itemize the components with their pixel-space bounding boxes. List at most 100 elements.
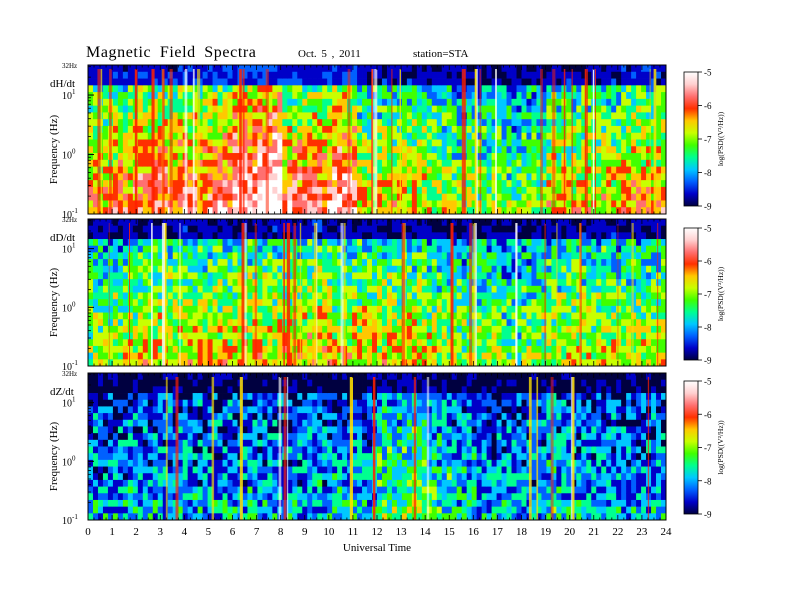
heatmap-cell bbox=[247, 125, 253, 134]
heatmap-cell bbox=[102, 193, 109, 201]
heatmap-cell bbox=[566, 139, 572, 147]
heatmap-cell bbox=[541, 305, 547, 313]
heatmap-cell bbox=[556, 146, 562, 154]
heatmap-cell bbox=[277, 193, 283, 201]
heatmap-cell bbox=[352, 119, 358, 127]
heatmap-cell bbox=[621, 200, 627, 208]
heatmap-cell bbox=[322, 98, 328, 107]
heatmap-cell bbox=[357, 232, 363, 240]
heatmap-cell bbox=[421, 173, 428, 181]
heatmap-cell bbox=[217, 105, 223, 113]
heatmap-cell bbox=[147, 359, 154, 367]
heatmap-cell bbox=[107, 305, 114, 313]
heatmap-cell bbox=[406, 139, 413, 147]
heatmap-cell bbox=[481, 265, 488, 273]
heatmap-cell bbox=[322, 132, 328, 140]
heatmap-cell bbox=[117, 65, 124, 73]
heatmap-cell bbox=[217, 279, 223, 287]
heatmap-cell bbox=[431, 166, 438, 174]
heatmap-cell bbox=[391, 279, 398, 287]
heatmap-cell bbox=[536, 98, 542, 107]
heatmap-cell bbox=[377, 180, 383, 188]
heatmap-cell bbox=[207, 119, 213, 127]
heatmap-cell bbox=[541, 71, 547, 79]
heatmap-cell bbox=[466, 166, 473, 174]
heatmap-cell bbox=[247, 119, 253, 127]
heatmap-cell bbox=[426, 153, 433, 161]
heatmap-cell bbox=[112, 146, 119, 154]
heatmap-cell bbox=[596, 186, 602, 195]
heatmap-cell bbox=[506, 173, 512, 181]
heatmap-cell bbox=[441, 139, 448, 147]
heatmap-cell bbox=[227, 153, 233, 161]
heatmap-cell bbox=[571, 200, 577, 208]
heatmap-cell bbox=[282, 312, 288, 320]
heatmap-cell bbox=[506, 166, 512, 174]
heatmap-cell bbox=[287, 132, 293, 140]
heatmap-cell bbox=[147, 166, 154, 174]
heatmap-cell bbox=[202, 132, 208, 140]
heatmap-cell bbox=[426, 65, 433, 73]
heatmap-cell bbox=[107, 225, 114, 233]
heatmap-cell bbox=[122, 279, 129, 287]
heatmap-cell bbox=[282, 207, 288, 215]
heatmap-cell bbox=[401, 132, 408, 140]
heatmap-cell bbox=[421, 105, 428, 113]
heatmap-cell bbox=[142, 252, 149, 260]
heatmap-cell bbox=[377, 312, 383, 320]
heatmap-cell bbox=[152, 153, 159, 161]
heatmap-cell bbox=[257, 285, 263, 293]
heatmap-cell bbox=[566, 319, 572, 327]
heatmap-cell bbox=[536, 299, 542, 307]
heatmap-cell bbox=[481, 359, 488, 367]
heatmap-cell bbox=[227, 325, 233, 333]
heatmap-cell bbox=[147, 319, 154, 327]
heatmap-cell bbox=[192, 285, 199, 293]
heatmap-cell bbox=[227, 132, 233, 140]
heatmap-cell bbox=[277, 159, 283, 167]
burst-stripe bbox=[97, 69, 101, 214]
heatmap-cell bbox=[491, 153, 497, 161]
heatmap-cell bbox=[92, 71, 99, 79]
heatmap-cell bbox=[272, 173, 278, 181]
heatmap-cell bbox=[596, 125, 602, 134]
heatmap-cell bbox=[307, 125, 313, 134]
heatmap-cell bbox=[566, 239, 572, 247]
heatmap-cell bbox=[147, 285, 154, 293]
heatmap-cell bbox=[381, 98, 388, 107]
heatmap-cell bbox=[302, 325, 308, 333]
heatmap-cell bbox=[396, 332, 403, 340]
heatmap-cell bbox=[227, 207, 233, 215]
heatmap-cell bbox=[362, 159, 368, 167]
heatmap-cell bbox=[272, 219, 278, 227]
heatmap-cell bbox=[197, 193, 203, 201]
heatmap-cell bbox=[122, 332, 129, 340]
heatmap-cell bbox=[377, 299, 383, 307]
heatmap-cell bbox=[287, 166, 293, 174]
heatmap-cell bbox=[237, 245, 243, 253]
heatmap-cell bbox=[631, 112, 637, 120]
burst-stripe bbox=[134, 69, 138, 214]
heatmap-cell bbox=[416, 65, 423, 73]
heatmap-cell bbox=[362, 359, 368, 367]
heatmap-cell bbox=[357, 85, 363, 93]
heatmap-cell bbox=[661, 193, 667, 201]
heatmap-cell bbox=[192, 207, 199, 215]
heatmap-cell bbox=[391, 359, 398, 367]
heatmap-cell bbox=[157, 252, 164, 260]
heatmap-cell bbox=[496, 98, 502, 107]
heatmap-cell bbox=[451, 193, 458, 201]
heatmap-cell bbox=[511, 225, 517, 233]
heatmap-cell bbox=[451, 119, 458, 127]
heatmap-cell bbox=[541, 159, 547, 167]
heatmap-cell bbox=[531, 232, 537, 240]
heatmap-cell bbox=[367, 159, 373, 167]
heatmap-cell bbox=[431, 139, 438, 147]
heatmap-cell bbox=[536, 279, 542, 287]
heatmap-cell bbox=[327, 279, 333, 287]
heatmap-cell bbox=[401, 139, 408, 147]
heatmap-cell bbox=[656, 119, 662, 127]
heatmap-cell bbox=[386, 200, 393, 208]
heatmap-cell bbox=[546, 259, 552, 267]
heatmap-cell bbox=[97, 125, 104, 134]
